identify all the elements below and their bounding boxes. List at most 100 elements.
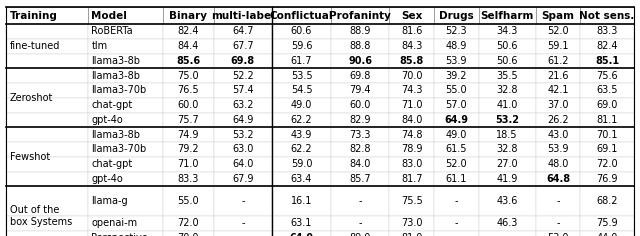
Text: Model: Model bbox=[92, 11, 127, 21]
Text: -: - bbox=[454, 233, 458, 236]
Text: 89.0: 89.0 bbox=[349, 233, 371, 236]
Text: 64.9: 64.9 bbox=[232, 115, 253, 125]
Bar bbox=[536, 98, 580, 113]
Bar bbox=[214, 216, 272, 231]
Text: 32.8: 32.8 bbox=[497, 144, 518, 154]
Text: Not sens.: Not sens. bbox=[579, 11, 635, 21]
Bar bbox=[214, 186, 272, 216]
Bar bbox=[331, 127, 389, 142]
Text: -: - bbox=[506, 233, 509, 236]
Bar bbox=[6, 142, 88, 157]
Text: 64.7: 64.7 bbox=[232, 26, 253, 36]
Bar bbox=[6, 24, 88, 39]
Bar bbox=[272, 142, 331, 157]
Bar bbox=[163, 98, 214, 113]
Bar bbox=[536, 157, 580, 172]
Bar bbox=[580, 54, 634, 68]
Bar bbox=[272, 83, 331, 98]
Bar bbox=[389, 7, 434, 24]
Bar bbox=[434, 216, 479, 231]
Bar bbox=[580, 113, 634, 127]
Bar bbox=[389, 98, 434, 113]
Text: Selfharm: Selfharm bbox=[481, 11, 534, 21]
Bar bbox=[580, 172, 634, 186]
Bar bbox=[6, 127, 88, 142]
Bar bbox=[88, 157, 163, 172]
Text: 64.9: 64.9 bbox=[444, 115, 468, 125]
Text: 50.6: 50.6 bbox=[497, 41, 518, 51]
Bar bbox=[163, 68, 214, 83]
Bar bbox=[214, 54, 272, 68]
Bar bbox=[536, 172, 580, 186]
Text: 60.0: 60.0 bbox=[177, 100, 199, 110]
Bar bbox=[272, 216, 331, 231]
Text: 52.3: 52.3 bbox=[445, 26, 467, 36]
Bar bbox=[536, 142, 580, 157]
Text: 32.8: 32.8 bbox=[497, 85, 518, 95]
Bar bbox=[479, 54, 536, 68]
Bar bbox=[331, 231, 389, 236]
Text: 61.7: 61.7 bbox=[291, 56, 312, 66]
Text: -: - bbox=[241, 218, 244, 228]
Text: 18.5: 18.5 bbox=[497, 130, 518, 140]
Text: Drugs: Drugs bbox=[439, 11, 474, 21]
Text: 83.3: 83.3 bbox=[177, 174, 199, 184]
Text: 42.1: 42.1 bbox=[547, 85, 569, 95]
Bar bbox=[163, 7, 214, 24]
Text: 43.6: 43.6 bbox=[497, 196, 518, 206]
Text: 71.0: 71.0 bbox=[177, 159, 199, 169]
Bar bbox=[272, 231, 331, 236]
Bar bbox=[163, 216, 214, 231]
Bar bbox=[6, 83, 88, 98]
Text: llama3-70b: llama3-70b bbox=[92, 85, 147, 95]
Bar bbox=[580, 83, 634, 98]
Text: 62.2: 62.2 bbox=[291, 144, 312, 154]
Bar bbox=[331, 142, 389, 157]
Text: 63.2: 63.2 bbox=[232, 100, 253, 110]
Bar bbox=[88, 83, 163, 98]
Text: 82.4: 82.4 bbox=[596, 41, 618, 51]
Bar bbox=[88, 186, 163, 216]
Bar bbox=[88, 231, 163, 236]
Text: 64.0: 64.0 bbox=[232, 159, 253, 169]
Bar bbox=[331, 216, 389, 231]
Bar bbox=[6, 157, 88, 172]
Text: 70.0: 70.0 bbox=[401, 71, 422, 81]
Text: 50.6: 50.6 bbox=[497, 56, 518, 66]
Bar bbox=[214, 39, 272, 54]
Bar bbox=[331, 68, 389, 83]
Bar bbox=[88, 98, 163, 113]
Bar bbox=[272, 186, 331, 216]
Bar bbox=[580, 216, 634, 231]
Text: 63.4: 63.4 bbox=[291, 174, 312, 184]
Text: Sex: Sex bbox=[401, 11, 422, 21]
Text: 53.0: 53.0 bbox=[547, 233, 569, 236]
Text: 46.3: 46.3 bbox=[497, 218, 518, 228]
Text: Perspective: Perspective bbox=[92, 233, 148, 236]
Bar bbox=[163, 83, 214, 98]
Bar bbox=[479, 7, 536, 24]
Text: -: - bbox=[556, 218, 560, 228]
Bar bbox=[389, 186, 434, 216]
Bar bbox=[536, 113, 580, 127]
Bar bbox=[580, 127, 634, 142]
Bar bbox=[214, 157, 272, 172]
Bar bbox=[88, 172, 163, 186]
Bar bbox=[272, 68, 331, 83]
Text: 61.1: 61.1 bbox=[445, 174, 467, 184]
Bar bbox=[389, 216, 434, 231]
Text: 53.9: 53.9 bbox=[445, 56, 467, 66]
Bar bbox=[389, 24, 434, 39]
Text: 90.6: 90.6 bbox=[348, 56, 372, 66]
Text: 68.2: 68.2 bbox=[596, 196, 618, 206]
Text: 88.9: 88.9 bbox=[349, 26, 371, 36]
Bar bbox=[214, 172, 272, 186]
Bar bbox=[434, 7, 479, 24]
Bar bbox=[434, 172, 479, 186]
Bar bbox=[434, 39, 479, 54]
Bar bbox=[163, 39, 214, 54]
Text: 74.3: 74.3 bbox=[401, 85, 422, 95]
Bar bbox=[580, 142, 634, 157]
Text: 55.0: 55.0 bbox=[445, 85, 467, 95]
Text: 34.3: 34.3 bbox=[497, 26, 518, 36]
